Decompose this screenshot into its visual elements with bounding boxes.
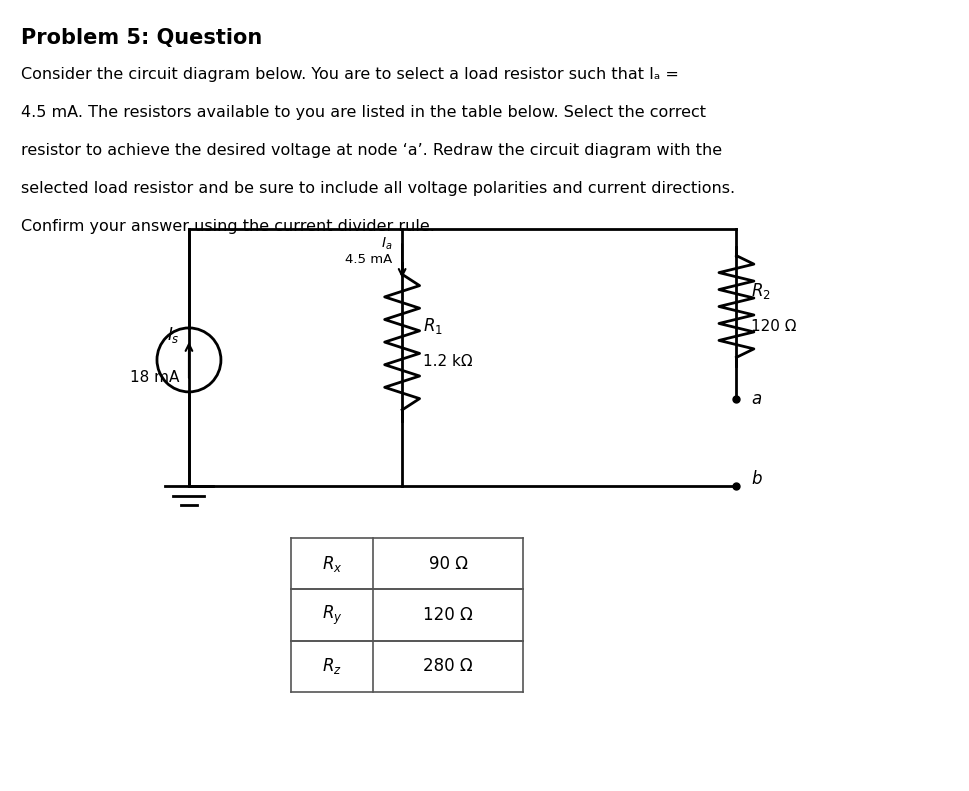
Text: $R_{y}$: $R_{y}$ <box>322 604 342 626</box>
Text: $R_{x}$: $R_{x}$ <box>322 554 342 573</box>
Text: 280 Ω: 280 Ω <box>423 657 473 676</box>
Text: Confirm your answer using the current divider rule.: Confirm your answer using the current di… <box>21 219 435 234</box>
Text: $a$: $a$ <box>751 391 762 408</box>
Text: 4.5 mA: 4.5 mA <box>345 253 392 266</box>
Text: resistor to achieve the desired voltage at node ‘a’. Redraw the circuit diagram : resistor to achieve the desired voltage … <box>21 143 723 158</box>
Text: $R_1$: $R_1$ <box>423 316 444 336</box>
Text: selected load resistor and be sure to include all voltage polarities and current: selected load resistor and be sure to in… <box>21 181 735 196</box>
Text: 120 Ω: 120 Ω <box>423 606 473 624</box>
Text: Problem 5: Question: Problem 5: Question <box>21 28 263 47</box>
Text: $R_{z}$: $R_{z}$ <box>322 657 342 676</box>
Text: 4.5 mA. The resistors available to you are listed in the table below. Select the: 4.5 mA. The resistors available to you a… <box>21 105 706 120</box>
Text: $I_s$: $I_s$ <box>167 324 179 345</box>
Text: $b$: $b$ <box>751 470 763 487</box>
Text: Consider the circuit diagram below. You are to select a load resistor such that : Consider the circuit diagram below. You … <box>21 67 679 82</box>
Text: 1.2 kΩ: 1.2 kΩ <box>423 354 473 369</box>
Text: 18 mA: 18 mA <box>130 370 179 384</box>
Text: $R_2$: $R_2$ <box>751 281 770 301</box>
Text: 90 Ω: 90 Ω <box>428 554 468 573</box>
Text: 120 Ω: 120 Ω <box>751 319 797 334</box>
Text: $I_a$: $I_a$ <box>381 236 392 252</box>
